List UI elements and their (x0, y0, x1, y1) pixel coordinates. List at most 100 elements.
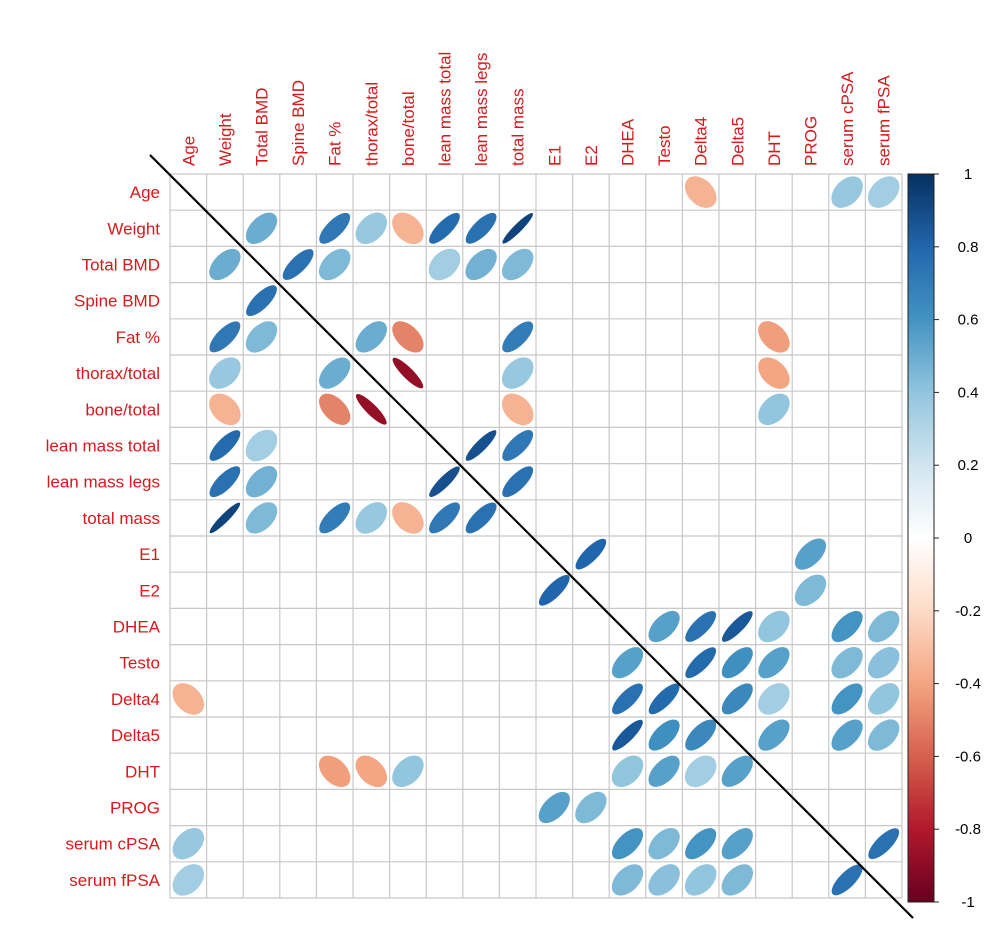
corr-ellipse-total-mass-weight (209, 502, 241, 534)
corr-ellipse-total-mass-fat- (319, 502, 351, 534)
colorbar-tick-label: 1 (964, 166, 972, 183)
corr-ellipse-weight-lean-mass-total (429, 212, 460, 244)
row-label: Fat % (116, 328, 160, 347)
corr-ellipse-lean-mass-total-lean-mass-legs (465, 430, 497, 461)
corr-ellipse-serum-fpsa-testo (648, 864, 680, 896)
column-label: thorax/total (362, 82, 381, 166)
corr-ellipse-lean-mass-legs-total-bmd (245, 466, 278, 498)
row-label: PROG (110, 799, 160, 818)
corr-ellipse-e1-prog (794, 538, 827, 570)
column-label: Fat % (326, 122, 345, 166)
corr-ellipse-prog-e1 (538, 791, 570, 824)
row-label: DHEA (113, 618, 161, 637)
corr-ellipse-testo-dht (758, 647, 790, 679)
column-label: total mass (509, 89, 528, 166)
corr-ellipse-testo-serum-fpsa (867, 646, 900, 679)
corr-ellipse-bone-total-dht (758, 393, 790, 426)
corr-ellipse-total-mass-thorax-total (355, 502, 388, 534)
row-label: thorax/total (76, 364, 160, 383)
colorbar-tick-label: 0.4 (958, 384, 979, 401)
corr-ellipse-total-bmd-lean-mass-total (428, 248, 461, 281)
column-label: serum fPSA (875, 75, 894, 166)
corr-ellipse-thorax-total-bone-total (392, 357, 424, 389)
corr-ellipse-delta4-serum-fpsa (867, 683, 900, 715)
corr-ellipse-weight-lean-mass-legs (465, 212, 497, 244)
column-label: PROG (802, 116, 821, 166)
corr-ellipse-testo-serum-cpsa (831, 646, 863, 679)
corr-ellipse-bone-total-total-mass (501, 393, 534, 426)
corr-ellipse-serum-cpsa-delta4 (685, 828, 717, 860)
corr-ellipse-delta4-serum-cpsa (831, 683, 863, 715)
corr-ellipse-dht-testo (648, 755, 680, 787)
corr-ellipse-fat--total-bmd (245, 321, 278, 353)
corr-ellipse-serum-cpsa-age (172, 827, 205, 860)
corr-ellipse-serum-cpsa-testo (648, 827, 680, 860)
corr-ellipse-total-mass-bone-total (392, 502, 424, 534)
corr-ellipse-lean-mass-legs-weight (209, 466, 241, 498)
corr-ellipse-total-mass-lean-mass-total (429, 502, 460, 534)
corr-ellipse-total-mass-total-bmd (245, 502, 278, 534)
corr-ellipse-dhea-serum-cpsa (831, 610, 863, 643)
colorbar-tick-label: -1 (961, 894, 974, 911)
colorbar-gradient (907, 173, 935, 903)
corr-ellipse-thorax-total-weight (209, 357, 241, 389)
corr-ellipse-bone-total-weight (209, 393, 241, 426)
corr-ellipse-fat--weight (209, 321, 241, 353)
column-label: Spine BMD (289, 80, 308, 166)
corr-ellipse-lean-mass-legs-total-mass (502, 466, 534, 498)
corr-ellipse-testo-delta4 (685, 647, 717, 679)
column-label: Age (179, 136, 198, 166)
corr-ellipse-weight-fat- (319, 212, 351, 244)
corr-ellipse-serum-fpsa-delta4 (684, 864, 717, 896)
corr-ellipse-fat--total-mass (502, 321, 534, 353)
corr-ellipse-bone-total-fat- (319, 393, 351, 425)
corr-ellipse-total-bmd-fat- (318, 248, 351, 281)
row-label: total mass (83, 509, 160, 528)
colorbar-tick-label: -0.4 (955, 676, 981, 693)
diagonal-reference-line (149, 154, 914, 919)
corr-ellipse-lean-mass-legs-lean-mass-total (429, 466, 460, 498)
corr-ellipse-dht-delta5 (721, 755, 753, 787)
row-label: E1 (139, 545, 160, 564)
corr-ellipse-spine-bmd-total-bmd (246, 285, 277, 317)
row-label: serum cPSA (66, 835, 161, 854)
column-label: Testo (655, 125, 674, 166)
corr-ellipse-fat--dht (758, 321, 790, 353)
corr-ellipse-serum-fpsa-dhea (611, 864, 644, 896)
row-label: E2 (139, 581, 160, 600)
corr-ellipse-dht-thorax-total (355, 755, 388, 788)
corr-ellipse-fat--bone-total (392, 321, 424, 353)
colorbar-tick-label: -0.6 (955, 748, 981, 765)
corr-ellipse-weight-total-mass (502, 213, 533, 244)
colorbar-tick-label: 0 (964, 530, 972, 547)
corr-ellipse-dht-delta4 (684, 755, 717, 788)
corr-ellipse-fat--thorax-total (355, 321, 387, 353)
corr-ellipse-dhea-delta5 (721, 611, 753, 642)
corr-ellipse-delta5-serum-cpsa (831, 719, 863, 751)
row-label: bone/total (85, 400, 160, 419)
corr-ellipse-delta4-delta5 (721, 683, 753, 715)
corr-ellipse-delta4-age (172, 683, 205, 715)
column-label: Delta4 (692, 117, 711, 166)
row-label: DHT (125, 762, 160, 781)
column-label: DHT (765, 131, 784, 166)
row-labels: Age Weight Total BMD Spine BMD Fat % thorax/t… (46, 183, 161, 890)
corr-ellipse-thorax-total-fat- (319, 357, 351, 389)
row-label: Delta4 (111, 690, 160, 709)
colorbar-tick-label: 0.8 (958, 239, 979, 256)
corr-ellipse-delta5-dhea (612, 719, 643, 751)
column-label: serum cPSA (838, 71, 857, 166)
corr-ellipse-total-bmd-spine-bmd (282, 249, 314, 280)
column-label: E1 (545, 145, 564, 166)
column-label: Total BMD (253, 88, 272, 166)
corr-ellipse-serum-fpsa-age (172, 864, 205, 896)
corr-ellipse-dhea-testo (648, 610, 680, 643)
row-label: Total BMD (82, 256, 160, 275)
corr-ellipse-thorax-total-total-mass (501, 357, 534, 389)
row-label: Spine BMD (74, 292, 160, 311)
corr-ellipse-total-bmd-total-mass (501, 248, 534, 281)
corr-ellipse-lean-mass-total-total-bmd (245, 429, 278, 462)
column-label: lean mass legs (472, 53, 491, 166)
column-labels: Age Weight Total BMD Spine BMD Fat % thorax/t… (179, 52, 893, 166)
